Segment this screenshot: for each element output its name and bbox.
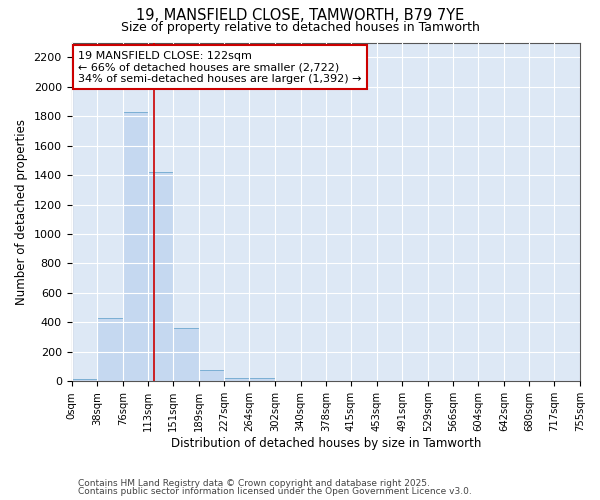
Text: 19 MANSFIELD CLOSE: 122sqm
← 66% of detached houses are smaller (2,722)
34% of s: 19 MANSFIELD CLOSE: 122sqm ← 66% of deta… (78, 50, 362, 84)
Text: 19, MANSFIELD CLOSE, TAMWORTH, B79 7YE: 19, MANSFIELD CLOSE, TAMWORTH, B79 7YE (136, 8, 464, 22)
Bar (123, 112, 148, 382)
Text: Size of property relative to detached houses in Tamworth: Size of property relative to detached ho… (121, 21, 479, 34)
Bar (173, 328, 199, 382)
Bar (199, 370, 224, 382)
Bar (97, 318, 123, 382)
Bar (250, 378, 275, 382)
Bar (71, 379, 97, 382)
Y-axis label: Number of detached properties: Number of detached properties (15, 119, 28, 305)
Bar (148, 172, 173, 382)
X-axis label: Distribution of detached houses by size in Tamworth: Distribution of detached houses by size … (170, 437, 481, 450)
Text: Contains public sector information licensed under the Open Government Licence v3: Contains public sector information licen… (78, 487, 472, 496)
Bar (224, 378, 250, 382)
Text: Contains HM Land Registry data © Crown copyright and database right 2025.: Contains HM Land Registry data © Crown c… (78, 478, 430, 488)
